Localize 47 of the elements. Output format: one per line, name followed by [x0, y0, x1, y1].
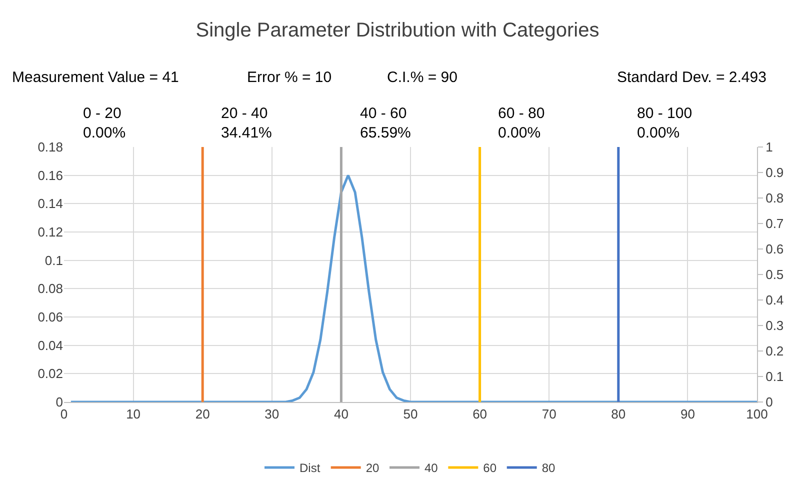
y2-tick-label: 0.2 [766, 344, 784, 359]
legend-label: 80 [542, 461, 556, 476]
y-tick-label: 0.06 [38, 310, 63, 325]
y-tick-label: 0.02 [38, 366, 63, 382]
text: Standard Dev. = 2.493 [617, 69, 766, 86]
legend-label: Dist [300, 461, 321, 476]
y-tick-label: 0.04 [38, 338, 63, 353]
y2-tick-label: 0 [766, 394, 773, 410]
text: 40 - 60 65.59% [360, 105, 411, 142]
y-tick-label: 0.08 [38, 281, 63, 296]
x-tick-label: 100 [746, 406, 768, 422]
text: Measurement Value = 41 [12, 69, 179, 86]
x-tick-label: 90 [680, 406, 695, 422]
y-tick-label: 0.14 [38, 196, 63, 212]
x-tick-label: 20 [195, 406, 210, 422]
text: 20 - 40 34.41% [221, 105, 272, 142]
y2-tick-label: 0.4 [766, 292, 784, 308]
text: 0 - 20 0.00% [83, 105, 126, 142]
x-tick-label: 30 [264, 406, 280, 422]
y2-tick-label: 1 [766, 140, 773, 155]
y-tick-label: 0.1 [44, 252, 63, 268]
y-tick-label: 0 [56, 394, 63, 410]
y-tick-label: 0.16 [38, 168, 63, 183]
y2-tick-label: 0.8 [766, 190, 784, 206]
y-tick-label: 0.18 [38, 140, 63, 155]
text: 80 - 100 0.00% [637, 105, 692, 142]
x-tick-label: 70 [542, 406, 556, 422]
legend-label: 20 [366, 461, 380, 476]
legend-label: 40 [424, 461, 438, 476]
y-tick-label: 0.12 [38, 224, 63, 240]
y2-tick-label: 0.5 [766, 267, 784, 282]
y2-tick-label: 0.6 [766, 242, 784, 257]
text: C.I.% = 90 [387, 69, 458, 86]
x-tick-label: 40 [334, 406, 348, 422]
y2-tick-label: 0.7 [766, 216, 784, 232]
x-tick-label: 50 [403, 406, 418, 422]
text: 60 - 80 0.00% [498, 105, 545, 142]
line-series [70, 174, 757, 402]
y2-tick-label: 0.9 [766, 165, 784, 180]
y2-tick-label: 0.1 [766, 369, 784, 384]
y2-tick-label: 0.3 [766, 318, 784, 334]
chart-title: Single Parameter Distribution with Categories [196, 19, 600, 42]
x-tick-label: 60 [472, 406, 488, 422]
legend-label: 60 [483, 461, 497, 476]
text: Error % = 10 [247, 69, 332, 86]
x-tick-label: 10 [126, 406, 141, 422]
x-tick-label: 80 [611, 406, 626, 422]
